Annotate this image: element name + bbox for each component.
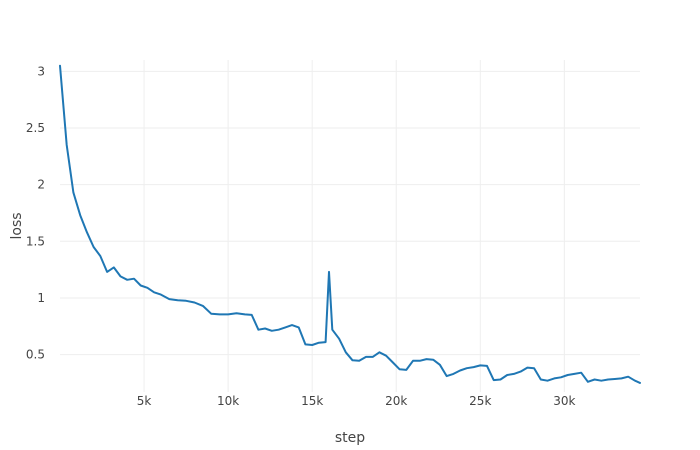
y-tick-label: 3: [37, 64, 45, 78]
y-tick-label: 1.5: [26, 234, 45, 248]
y-tick-label: 1: [37, 291, 45, 305]
x-axis-title: step: [335, 430, 365, 446]
x-axis-ticks: 5k 10k 15k 20k 25k 30k: [137, 394, 576, 408]
x-tick-label: 30k: [553, 394, 575, 408]
y-tick-label: 2: [37, 178, 45, 192]
loss-series-line: [59, 64, 641, 384]
x-tick-label: 20k: [385, 394, 407, 408]
x-tick-label: 25k: [469, 394, 491, 408]
y-tick-label: 2.5: [26, 121, 45, 135]
series-layer: [59, 64, 641, 384]
x-tick-label: 10k: [217, 394, 239, 408]
y-axis-ticks: 0.5 1 1.5 2 2.5 3: [26, 64, 45, 361]
x-tick-label: 15k: [301, 394, 323, 408]
x-tick-label: 5k: [137, 394, 152, 408]
y-axis-title: loss: [9, 212, 25, 239]
grid-layer: [60, 60, 640, 392]
y-tick-label: 0.5: [26, 348, 45, 362]
